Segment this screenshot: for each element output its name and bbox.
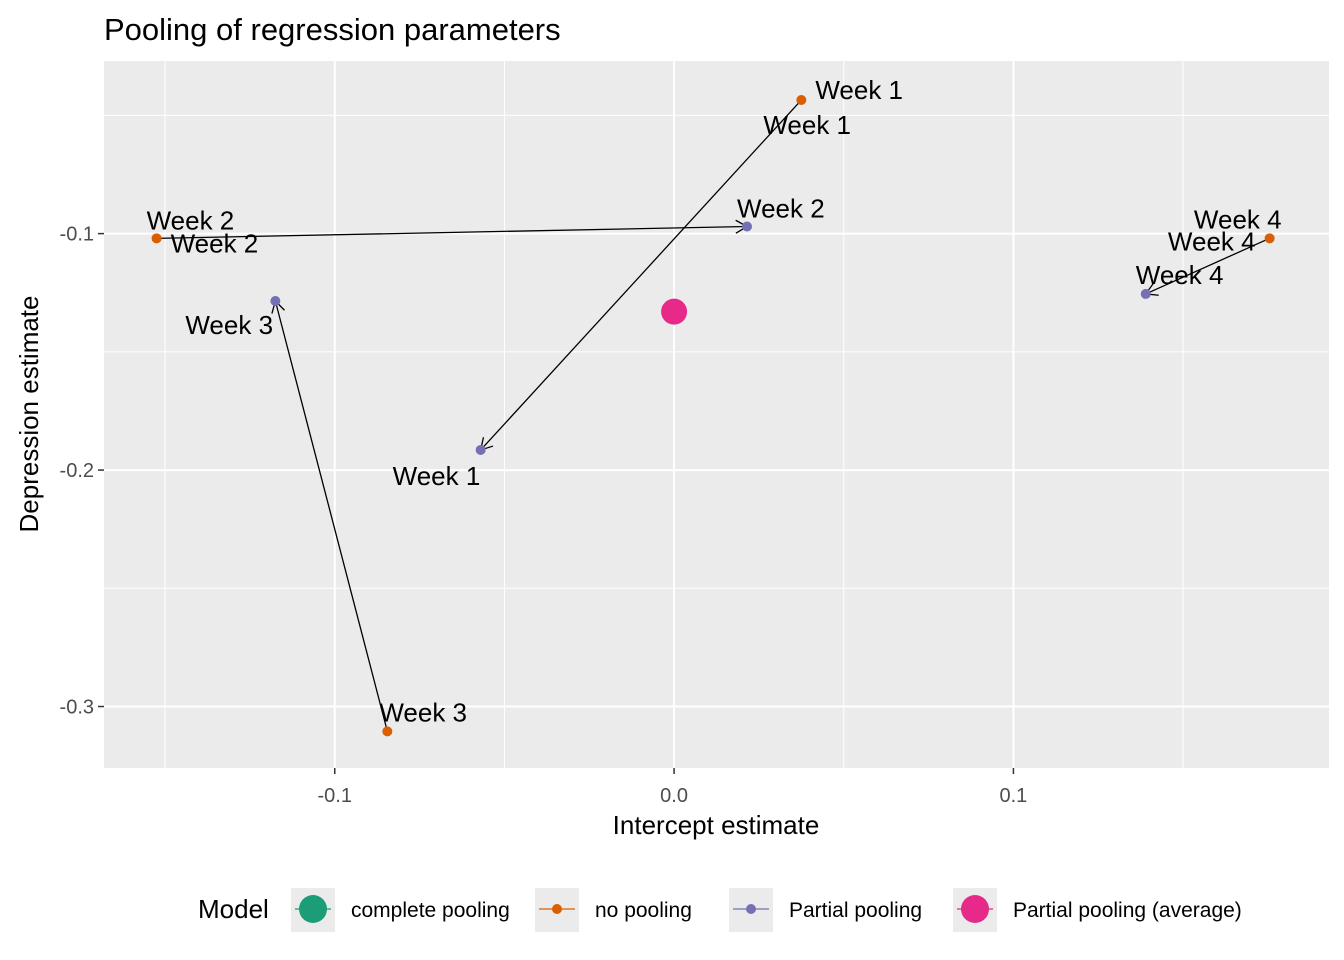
arrow-line bbox=[1145, 237, 1270, 295]
legend-key-point bbox=[746, 904, 756, 914]
point-label: Week 4 bbox=[1194, 204, 1282, 234]
grid-minor bbox=[104, 61, 1329, 768]
point-label: Week 3 bbox=[185, 310, 273, 340]
grid-major bbox=[104, 61, 1329, 768]
x-axis-title: Intercept estimate bbox=[613, 810, 820, 840]
data-point bbox=[1140, 288, 1151, 299]
average-point bbox=[661, 298, 688, 325]
data-point bbox=[742, 221, 753, 232]
data-point bbox=[382, 726, 393, 737]
x-tick-label: -0.1 bbox=[318, 785, 352, 807]
data-point bbox=[796, 95, 807, 106]
point-label: Week 4 bbox=[1136, 260, 1224, 290]
x-tick-label: 0.1 bbox=[1000, 785, 1028, 807]
data-point bbox=[151, 233, 162, 244]
x-tick-label: 0.0 bbox=[660, 785, 688, 807]
point-label: Week 2 bbox=[147, 205, 235, 235]
point-label: Week 1 bbox=[763, 110, 851, 140]
y-tick-label: -0.3 bbox=[60, 697, 94, 719]
legend-label: complete pooling bbox=[351, 899, 510, 922]
chart-title: Pooling of regression parameters bbox=[104, 12, 561, 47]
point-label: Week 4 bbox=[1168, 226, 1256, 256]
arrow-line bbox=[274, 300, 388, 732]
point-label: Week 3 bbox=[379, 697, 467, 727]
arrow-line bbox=[156, 225, 748, 239]
legend-key-point bbox=[552, 904, 562, 914]
arrow-line bbox=[480, 99, 802, 451]
legend-label: Partial pooling (average) bbox=[1013, 899, 1242, 922]
legend-title: Model bbox=[198, 894, 269, 924]
legend-key-point bbox=[299, 895, 327, 923]
point-label: Week 2 bbox=[171, 228, 259, 258]
legend: Model complete pooling no pooling Partial p… bbox=[198, 888, 1242, 932]
points bbox=[151, 95, 1275, 737]
plot-panel bbox=[104, 61, 1329, 768]
data-point bbox=[1264, 233, 1275, 244]
point-label: Week 1 bbox=[815, 75, 903, 105]
x-axis: -0.1 0.0 0.1 bbox=[318, 768, 1028, 807]
legend-key-point bbox=[961, 895, 989, 923]
point-label: Week 1 bbox=[393, 461, 481, 491]
legend-label: Partial pooling bbox=[789, 899, 922, 922]
data-point bbox=[270, 296, 281, 307]
y-tick-label: -0.1 bbox=[60, 224, 94, 246]
data-point bbox=[475, 444, 486, 455]
y-axis: -0.1 -0.2 -0.3 bbox=[60, 224, 104, 719]
legend-label: no pooling bbox=[595, 899, 692, 922]
y-axis-title: Depression estimate bbox=[14, 296, 44, 533]
point-label: Week 2 bbox=[737, 194, 825, 224]
y-tick-label: -0.2 bbox=[60, 460, 94, 482]
